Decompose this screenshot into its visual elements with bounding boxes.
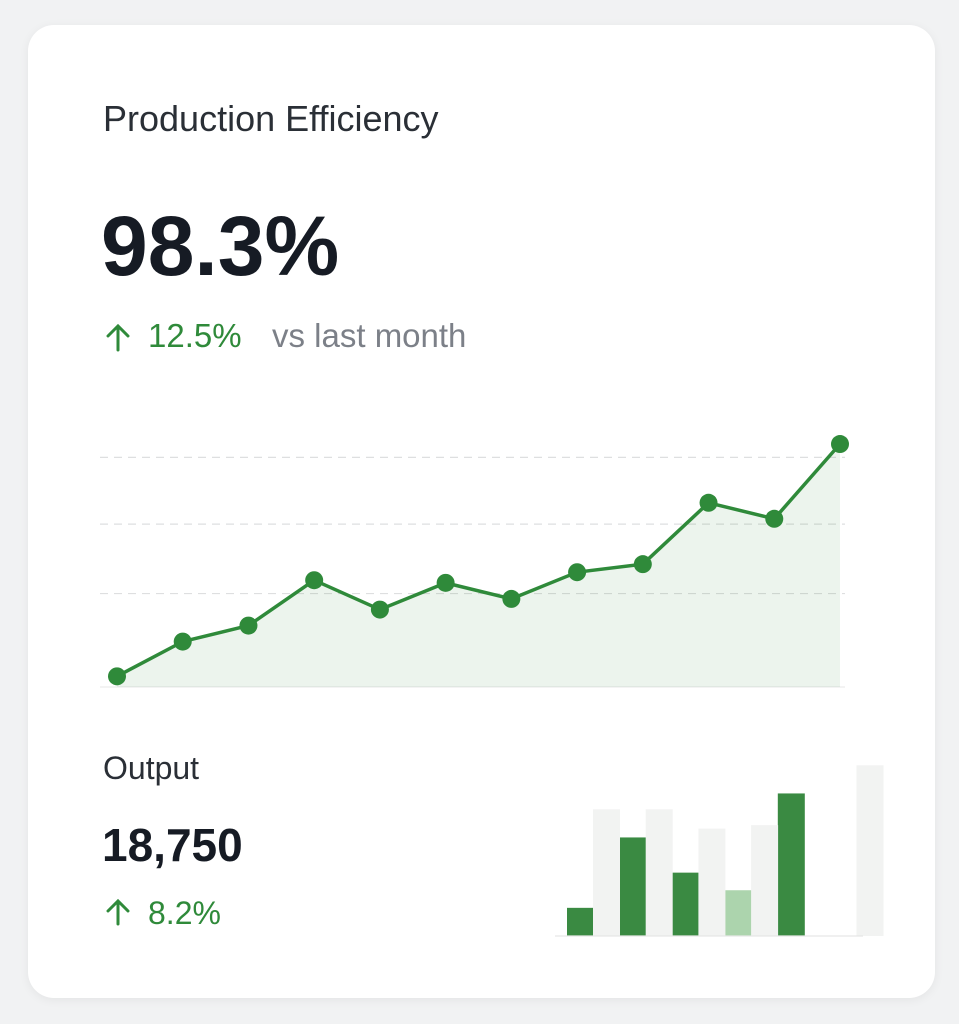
arrow-up-icon bbox=[106, 898, 130, 926]
point bbox=[370, 600, 389, 619]
bar bbox=[698, 828, 726, 936]
bar bbox=[645, 809, 673, 936]
bar bbox=[856, 765, 884, 936]
bar bbox=[777, 793, 805, 936]
area bbox=[117, 444, 840, 687]
bar bbox=[567, 907, 594, 936]
point bbox=[568, 563, 587, 582]
point bbox=[436, 573, 455, 592]
point bbox=[239, 616, 258, 635]
arrow-up-icon bbox=[106, 323, 130, 352]
point bbox=[633, 555, 652, 574]
output-label: Output bbox=[103, 750, 200, 786]
point bbox=[502, 589, 521, 608]
point bbox=[108, 667, 126, 686]
point bbox=[173, 632, 192, 651]
bar bbox=[593, 809, 620, 936]
kpi-comparison: vs last month bbox=[272, 317, 467, 354]
bar bbox=[672, 872, 700, 936]
line bbox=[116, 442, 842, 678]
bar bbox=[725, 890, 753, 936]
point bbox=[699, 493, 718, 512]
point bbox=[765, 509, 784, 528]
point bbox=[305, 571, 324, 590]
point bbox=[831, 435, 849, 454]
kpi-value: 98.3% bbox=[101, 199, 340, 293]
kpi-change: 12.5% bbox=[148, 317, 242, 354]
card-title: Production Efficiency bbox=[103, 98, 439, 139]
output-value: 18,750 bbox=[102, 819, 243, 871]
bar bbox=[751, 825, 779, 936]
output-change: 8.2% bbox=[148, 895, 221, 931]
bar bbox=[619, 837, 647, 936]
